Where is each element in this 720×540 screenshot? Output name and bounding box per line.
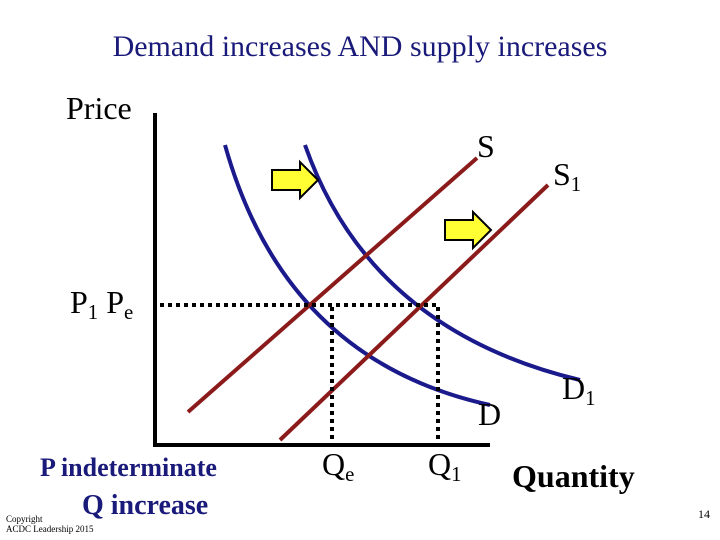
price-conclusion: P indeterminate — [40, 453, 217, 482]
quantity-label-qe: Qe — [322, 446, 355, 487]
price-labels: P1 Pe — [70, 284, 134, 325]
supply-curve-s1 — [278, 183, 550, 442]
supply-label-s1: S1 — [553, 156, 582, 197]
y-axis-label: Price — [66, 90, 132, 126]
x-axis-label: Quantity — [512, 458, 635, 494]
copyright-notice: Copyright ACDC Leadership 2015 — [6, 514, 116, 535]
copyright-line-2: ACDC Leadership 2015 — [6, 523, 94, 534]
slide-title: Demand increases AND supply increases — [112, 30, 608, 63]
supply-curve-s — [186, 156, 479, 414]
demand-label-d: D — [478, 396, 502, 432]
supply-label-s: S — [477, 128, 495, 164]
demand-shift-arrow-icon — [271, 159, 320, 201]
demand-curve-d1 — [303, 144, 581, 382]
price-label-p1: P1 — [70, 284, 99, 325]
quantity-conclusion: Q increase — [82, 490, 209, 521]
copyright-line-1: Copyright — [6, 514, 43, 524]
page-number: 14 — [698, 507, 710, 521]
price-label-pe: Pe — [106, 284, 134, 325]
quantity-label-q1: Q1 — [428, 446, 462, 487]
supply-shift-arrow-icon — [444, 209, 493, 251]
demand-label-d1: D1 — [562, 370, 596, 411]
